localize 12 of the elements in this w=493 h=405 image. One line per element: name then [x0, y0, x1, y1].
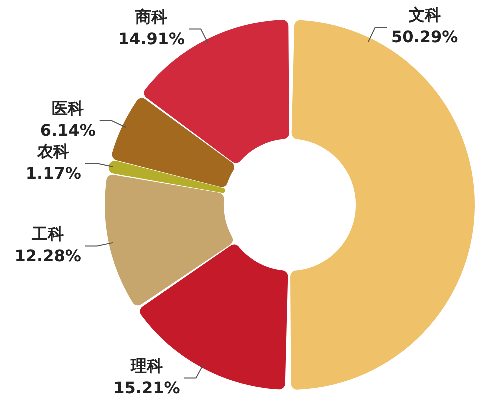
slice-label: 理科: [130, 356, 163, 376]
data-label: 15.21%: [114, 378, 180, 398]
data-label: 14.91%: [118, 29, 186, 48]
slice-label: 工科: [31, 224, 64, 244]
data-label: 1.17%: [26, 164, 82, 183]
slice-label: 农科: [36, 142, 70, 161]
slice-label: 文科: [408, 6, 441, 25]
data-label: 12.28%: [14, 246, 82, 266]
data-label: 6.14%: [40, 121, 96, 140]
slice-label: 商科: [134, 7, 168, 26]
data-label: 50.29%: [391, 28, 458, 47]
slice-label: 医科: [52, 99, 84, 118]
